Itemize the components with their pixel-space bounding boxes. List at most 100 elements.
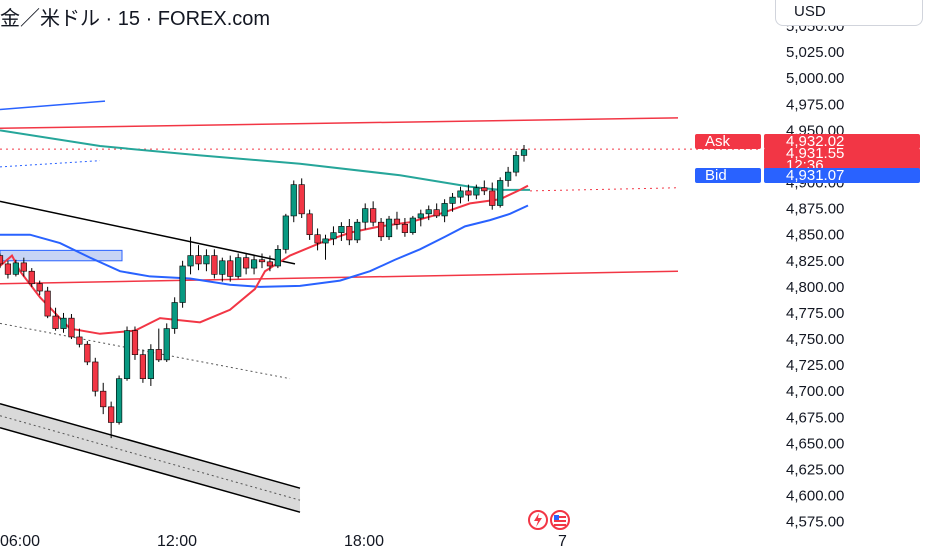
chart-title: 金／米ドル · 15 · FOREX.com	[0, 8, 271, 30]
candle	[489, 182, 496, 210]
candle	[473, 184, 480, 200]
candle-body	[219, 260, 226, 275]
candle	[0, 253, 4, 269]
candle-body	[163, 328, 170, 361]
y-tick-label: 5,000.00	[786, 70, 844, 87]
currency-selector[interactable]: USD	[775, 0, 923, 26]
blue-trend-line	[0, 100, 106, 111]
candle-body	[68, 317, 75, 338]
candle-body	[211, 255, 218, 275]
candle	[115, 375, 123, 425]
price-axis[interactable]: 4,575.00 4,600.00 4,625.00 4,650.00 4,675.00…	[786, 18, 844, 530]
candle-body	[115, 378, 123, 423]
candle-body	[520, 149, 528, 156]
candle	[441, 199, 448, 223]
candle-body	[481, 187, 488, 192]
candle	[393, 211, 401, 230]
candle-body	[44, 290, 51, 317]
candle	[163, 323, 170, 362]
candle-body	[92, 361, 99, 392]
candle-body	[306, 213, 313, 236]
candle-body	[0, 255, 4, 265]
candle	[44, 286, 51, 319]
blue-dotted-line	[0, 160, 101, 168]
candle-body	[36, 283, 43, 292]
candle	[195, 245, 202, 271]
last-price: 4,931.55	[786, 145, 845, 162]
candle-body	[330, 232, 337, 240]
candle-body	[338, 226, 345, 233]
candle	[76, 328, 83, 348]
candle-body	[322, 238, 329, 244]
candle-body	[203, 255, 210, 265]
candle	[171, 297, 178, 334]
candle-body	[425, 209, 432, 215]
candle	[385, 215, 393, 240]
candle-body	[505, 171, 512, 181]
candle-body	[12, 262, 19, 275]
candle-body	[298, 184, 305, 215]
grey-dotted-line	[0, 322, 291, 380]
candle	[28, 268, 35, 287]
candle	[155, 328, 162, 362]
candle	[520, 144, 528, 162]
candle	[505, 166, 512, 187]
candle	[433, 203, 440, 219]
bid-price-tag: 4,931.07	[764, 168, 920, 183]
y-tick-label: 5,025.00	[786, 44, 844, 61]
candle-body	[60, 317, 67, 329]
candle-body	[139, 354, 147, 379]
candle	[481, 180, 488, 196]
candle	[409, 215, 416, 235]
candle-body	[100, 390, 107, 408]
candle-body	[227, 260, 234, 277]
candle	[497, 177, 504, 208]
candle	[139, 349, 147, 383]
lower-channel-mid	[0, 415, 301, 501]
candle	[314, 228, 321, 251]
y-tick-label: 4,700.00	[786, 383, 844, 400]
candle-body	[131, 330, 139, 355]
candle	[92, 357, 99, 397]
candle	[131, 326, 139, 360]
candle	[60, 312, 67, 333]
bid-label: Bid	[695, 168, 761, 183]
candle-body	[417, 213, 424, 219]
lower-channel-bottom	[0, 426, 301, 513]
y-tick-label: 4,650.00	[786, 435, 844, 452]
candle	[227, 255, 234, 282]
x-tick-label: 7	[558, 533, 567, 550]
time-axis[interactable]: 06:00 12:00 18:00 7	[0, 533, 567, 550]
candle-body	[441, 203, 448, 217]
candle	[235, 253, 242, 279]
candle	[354, 219, 361, 244]
candle	[266, 255, 274, 272]
candle	[179, 260, 186, 308]
candle	[362, 203, 369, 230]
y-tick-label: 4,575.00	[786, 514, 844, 531]
candle	[449, 192, 456, 212]
pink-dotted-line	[529, 187, 679, 192]
range-box	[0, 249, 123, 262]
candle	[123, 326, 131, 381]
support-line	[0, 270, 679, 285]
ask-price-tag: 4,932.02	[764, 134, 920, 149]
economic-events-icon[interactable]	[508, 508, 590, 532]
candle	[147, 344, 154, 386]
y-tick-label: 4,850.00	[786, 227, 844, 244]
x-tick-label: 06:00	[0, 533, 40, 550]
candle-body	[409, 217, 416, 233]
candle-body	[76, 336, 83, 345]
y-tick-label: 4,725.00	[786, 357, 844, 374]
candle	[298, 178, 305, 219]
y-tick-label: 4,875.00	[786, 201, 844, 218]
candle-body	[370, 208, 377, 223]
candle-body	[179, 265, 186, 303]
candle	[243, 253, 250, 275]
candle-body	[354, 221, 361, 241]
x-tick-label: 18:00	[344, 533, 384, 550]
candle	[370, 201, 377, 227]
candle	[258, 253, 266, 269]
y-tick-label: 4,675.00	[786, 409, 844, 426]
